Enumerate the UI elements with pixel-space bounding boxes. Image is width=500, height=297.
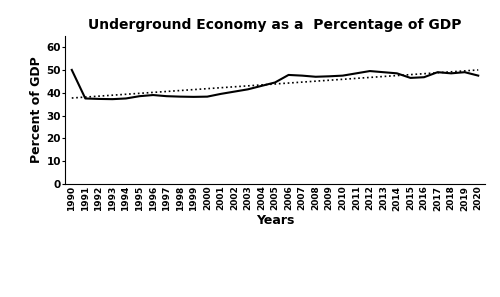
Y-axis label: Percent of GDP: Percent of GDP (30, 56, 44, 163)
Title: Underground Economy as a  Percentage of GDP: Underground Economy as a Percentage of G… (88, 18, 462, 32)
X-axis label: Years: Years (256, 214, 294, 227)
